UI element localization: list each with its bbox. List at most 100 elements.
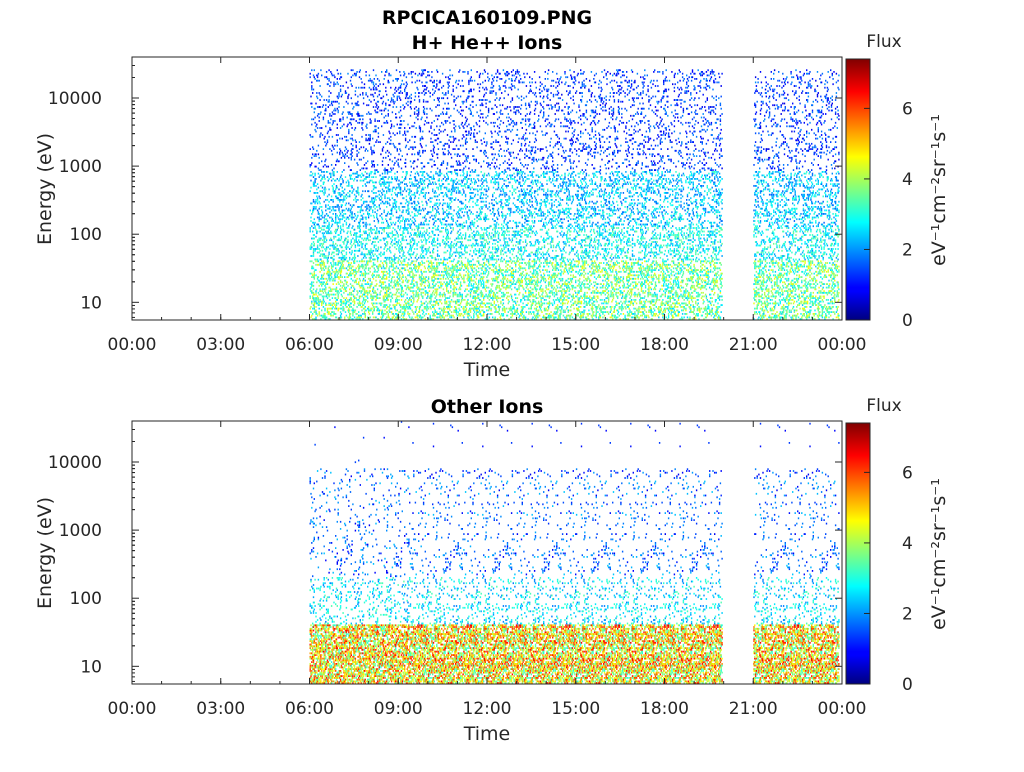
flux-cell [361, 136, 362, 138]
flux-cell [405, 308, 406, 310]
flux-cell [397, 290, 398, 292]
flux-cell [458, 160, 459, 162]
flux-cell [396, 248, 397, 250]
flux-cell [400, 187, 401, 189]
flux-cell [335, 301, 336, 303]
flux-cell [389, 159, 390, 161]
flux-cell [457, 294, 458, 296]
flux-cell [350, 211, 351, 213]
flux-cell [336, 288, 337, 290]
flux-cell [425, 197, 426, 199]
flux-cell [443, 276, 444, 278]
flux-cell [374, 306, 375, 308]
flux-cell [359, 285, 360, 287]
flux-cell [437, 243, 438, 245]
flux-cell [407, 141, 408, 143]
flux-cell [411, 246, 412, 248]
flux-cell [341, 294, 342, 296]
flux-cell [335, 229, 336, 231]
flux-cell [439, 171, 440, 173]
flux-cell [330, 313, 331, 315]
flux-cell [402, 311, 403, 313]
flux-cell [417, 89, 418, 91]
flux-cell [333, 146, 334, 148]
flux-cell [424, 257, 425, 259]
flux-cell [348, 113, 349, 115]
flux-cell [448, 273, 449, 275]
flux-cell [435, 245, 436, 247]
flux-cell [448, 290, 449, 292]
flux-cell [387, 203, 388, 205]
flux-cell [388, 259, 389, 261]
flux-cell [417, 201, 418, 203]
flux-cell [371, 152, 372, 154]
flux-cell [424, 231, 425, 233]
flux-cell [407, 83, 408, 85]
flux-cell [444, 218, 445, 220]
flux-cell [459, 215, 460, 217]
flux-cell [338, 271, 339, 273]
flux-cell [321, 243, 322, 245]
flux-cell [430, 315, 431, 317]
flux-cell [340, 73, 341, 75]
flux-cell [421, 222, 422, 224]
flux-cell [338, 262, 339, 264]
flux-cell [315, 310, 316, 312]
flux-cell [436, 301, 437, 303]
flux-cell [413, 168, 414, 170]
flux-cell [348, 269, 349, 271]
flux-cell [338, 106, 339, 108]
flux-cell [329, 217, 330, 219]
flux-cell [425, 208, 426, 210]
flux-cell [401, 285, 402, 287]
flux-cell [421, 281, 422, 283]
flux-cell [370, 206, 371, 208]
flux-cell [408, 220, 409, 222]
flux-cell [389, 260, 390, 262]
flux-cell [346, 257, 347, 259]
flux-cell [328, 304, 329, 306]
flux-cell [328, 78, 329, 80]
flux-cell [335, 264, 336, 266]
flux-cell [429, 75, 430, 77]
flux-cell [340, 232, 341, 234]
flux-cell [365, 255, 366, 257]
flux-cell [399, 271, 400, 273]
flux-cell [354, 262, 355, 264]
flux-cell [456, 187, 457, 189]
flux-cell [379, 297, 380, 299]
flux-cell [371, 197, 372, 199]
flux-cell [385, 288, 386, 290]
flux-cell [436, 125, 437, 127]
flux-cell [316, 232, 317, 234]
flux-cell [416, 208, 417, 210]
flux-cell [398, 78, 399, 80]
flux-cell [360, 180, 361, 182]
flux-cell [432, 250, 433, 252]
flux-cell [384, 227, 385, 229]
flux-cell [370, 290, 371, 292]
flux-cell [345, 239, 346, 241]
flux-cell [319, 248, 320, 250]
flux-cell [417, 152, 418, 154]
flux-cell [397, 310, 398, 312]
flux-cell [375, 285, 376, 287]
flux-cell [407, 124, 408, 126]
flux-cell [314, 306, 315, 308]
flux-cell [386, 308, 387, 310]
flux-cell [313, 262, 314, 264]
flux-cell [354, 296, 355, 298]
flux-cell [450, 136, 451, 138]
flux-cell [377, 297, 378, 299]
flux-cell [338, 294, 339, 296]
flux-cell [342, 180, 343, 182]
flux-cell [403, 264, 404, 266]
flux-cell [339, 138, 340, 140]
flux-cell [428, 281, 429, 283]
flux-cell [425, 248, 426, 250]
flux-cell [418, 113, 419, 115]
flux-cell [402, 274, 403, 276]
flux-cell [338, 189, 339, 191]
flux-cell [346, 224, 347, 226]
flux-cell [341, 264, 342, 266]
